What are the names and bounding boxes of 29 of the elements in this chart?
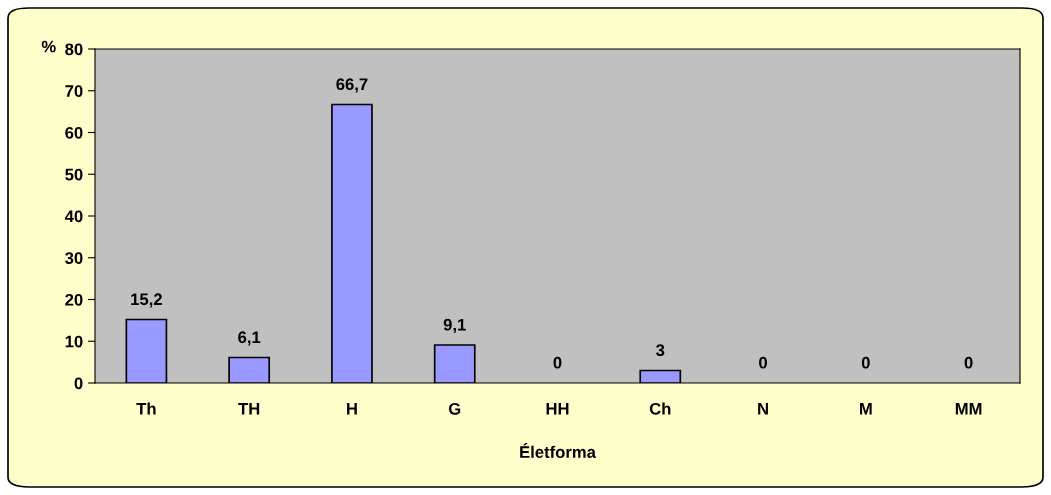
x-tick-label: Th: [136, 402, 156, 415]
y-axis-title: %: [41, 40, 56, 53]
x-tick-label: G: [448, 402, 461, 415]
y-tick-label: 60: [65, 126, 83, 139]
x-tick-label: Ch: [649, 402, 671, 415]
y-tick-label: 70: [65, 85, 83, 97]
x-tick-label: H: [347, 403, 357, 415]
x-tick-label: N: [758, 403, 768, 415]
y-tick-label: 50: [65, 168, 83, 181]
y-tick-label: 10: [65, 335, 83, 348]
x-axis-title: Életforma: [520, 443, 597, 458]
data-label: 0: [553, 356, 562, 369]
data-label: 66,7: [336, 78, 368, 93]
x-tick-label: M: [860, 403, 872, 415]
x-tick-label: MM: [955, 403, 982, 415]
data-label: 0: [964, 356, 973, 369]
y-tick-label: 30: [65, 252, 83, 264]
y-tick-label: 20: [65, 293, 83, 306]
data-label: 9,1: [443, 318, 466, 334]
data-label: 6,1: [238, 331, 261, 346]
y-tick-label: 40: [64, 210, 83, 223]
data-label: 0: [759, 356, 768, 369]
data-label: 3: [656, 344, 665, 357]
x-tick-label: TH: [238, 403, 260, 415]
data-label: 15,2: [131, 293, 162, 308]
y-tick-label: 0: [74, 377, 83, 390]
x-tick-label: HH: [546, 403, 569, 415]
data-label: 0: [861, 356, 870, 369]
y-tick-label: 80: [65, 43, 83, 56]
